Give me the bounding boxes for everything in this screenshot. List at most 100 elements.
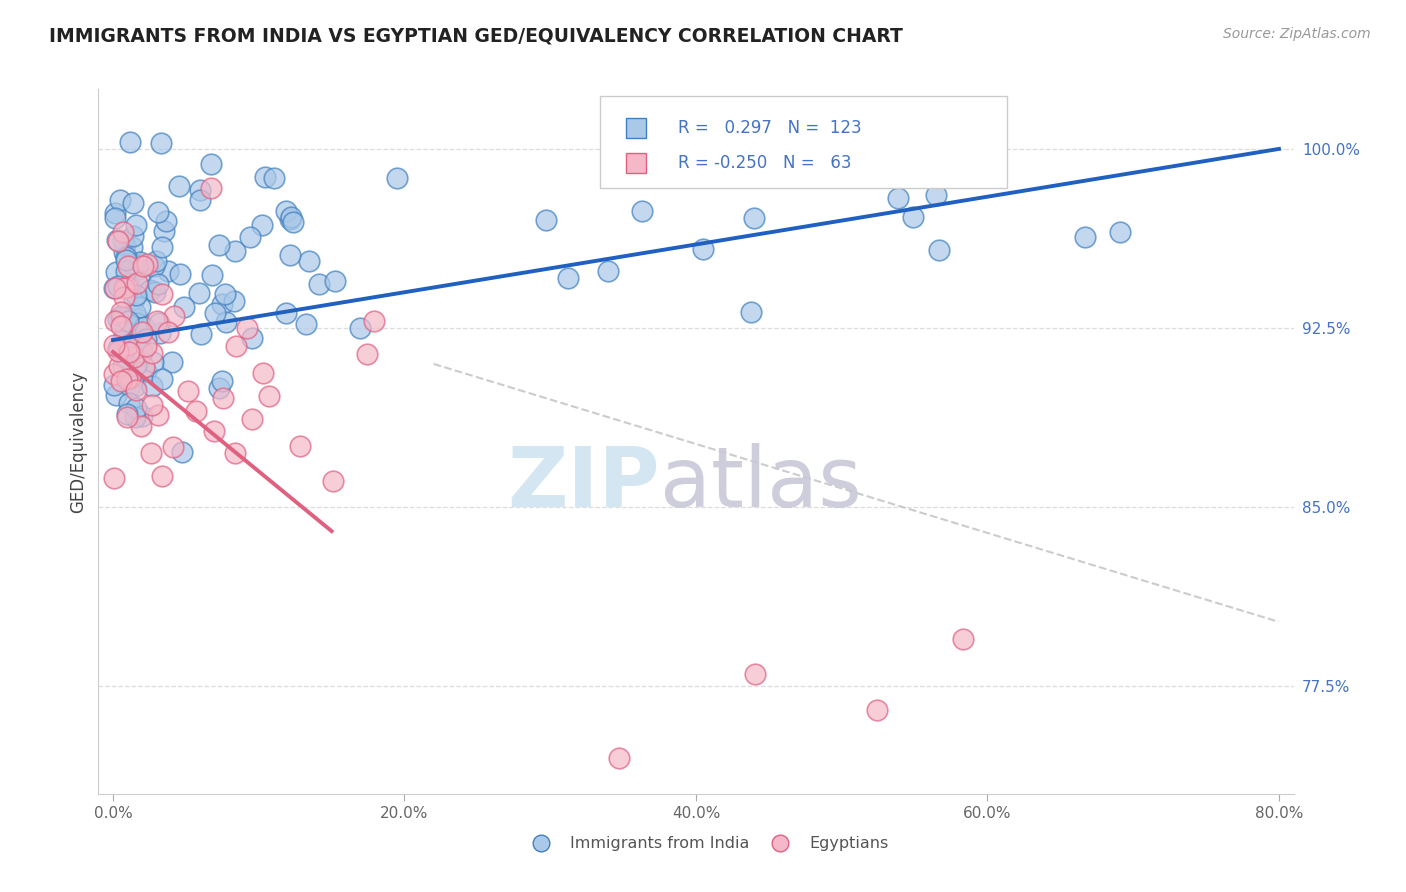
Point <box>110 305 132 319</box>
Point <box>103 337 125 351</box>
Point <box>141 397 163 411</box>
Point <box>190 183 212 197</box>
Y-axis label: GED/Equivalency: GED/Equivalency <box>69 370 87 513</box>
Point <box>425 798 447 813</box>
Point <box>107 344 129 359</box>
Point <box>103 368 125 382</box>
Text: R =   0.297   N =  123: R = 0.297 N = 123 <box>678 119 862 137</box>
Point <box>288 439 311 453</box>
Point <box>124 218 146 232</box>
Point <box>108 359 131 374</box>
Point <box>150 287 173 301</box>
Point <box>129 274 152 288</box>
Point <box>557 270 579 285</box>
Point <box>104 206 127 220</box>
Point <box>115 251 138 265</box>
Point <box>125 288 148 302</box>
Point <box>115 354 138 368</box>
Point <box>148 317 170 331</box>
Point <box>124 409 146 424</box>
Point <box>112 290 135 304</box>
Point <box>125 401 148 416</box>
Point <box>111 234 134 248</box>
Point <box>224 293 246 308</box>
Point <box>125 316 148 330</box>
Point <box>190 193 212 207</box>
Point <box>200 181 222 195</box>
Point <box>150 372 173 386</box>
Point <box>107 341 129 355</box>
Text: R = -0.250   N =   63: R = -0.250 N = 63 <box>678 154 852 172</box>
Point <box>104 280 127 294</box>
Point <box>117 410 139 425</box>
Point <box>118 345 141 359</box>
Point <box>463 871 485 885</box>
Point <box>709 140 731 154</box>
Point <box>308 277 330 291</box>
Point <box>122 196 145 211</box>
Point <box>201 268 224 283</box>
Point <box>115 372 138 386</box>
Point <box>103 471 125 485</box>
Point <box>692 242 714 256</box>
Point <box>155 214 177 228</box>
Point <box>225 339 247 353</box>
Point <box>740 305 762 319</box>
Point <box>1109 225 1132 239</box>
Point <box>240 412 263 426</box>
Point <box>141 378 163 392</box>
Point <box>107 312 129 326</box>
Point <box>278 212 301 227</box>
Point <box>124 306 146 320</box>
Point <box>886 191 908 205</box>
Point <box>150 136 173 151</box>
Point <box>224 446 246 460</box>
Point <box>162 355 184 369</box>
Point <box>866 703 889 717</box>
Point <box>1073 229 1095 244</box>
Point <box>903 210 925 224</box>
Text: Source: ZipAtlas.com: Source: ZipAtlas.com <box>1223 27 1371 41</box>
Point <box>607 751 630 765</box>
Point <box>250 219 273 233</box>
Point <box>385 170 408 185</box>
Point <box>356 347 378 361</box>
Point <box>744 667 766 681</box>
Point <box>111 334 134 348</box>
Point <box>118 396 141 410</box>
Point <box>104 264 127 278</box>
Point <box>149 326 172 340</box>
Point <box>925 188 948 202</box>
Point <box>146 313 169 327</box>
Point <box>132 319 155 334</box>
Text: ZIP: ZIP <box>508 443 661 524</box>
Point <box>322 475 344 489</box>
Point <box>176 384 198 399</box>
Point <box>118 135 141 149</box>
Point <box>173 300 195 314</box>
Point <box>114 237 136 252</box>
Point <box>157 264 180 278</box>
Point <box>129 418 152 433</box>
Point <box>240 331 263 345</box>
Point <box>143 259 166 273</box>
Point <box>117 314 139 328</box>
Point <box>145 254 167 268</box>
Point <box>152 224 174 238</box>
Point <box>349 320 371 334</box>
Point <box>120 280 142 294</box>
Point <box>127 261 149 276</box>
Point <box>204 305 226 319</box>
Point <box>323 274 346 288</box>
Point <box>214 287 236 301</box>
Point <box>263 171 285 186</box>
Point <box>278 248 301 262</box>
Point <box>280 210 302 224</box>
Point <box>127 340 149 354</box>
Point <box>138 284 160 298</box>
Point <box>118 379 141 393</box>
Point <box>146 408 169 422</box>
Point <box>190 326 212 341</box>
Point <box>132 259 155 273</box>
Point <box>276 204 298 219</box>
